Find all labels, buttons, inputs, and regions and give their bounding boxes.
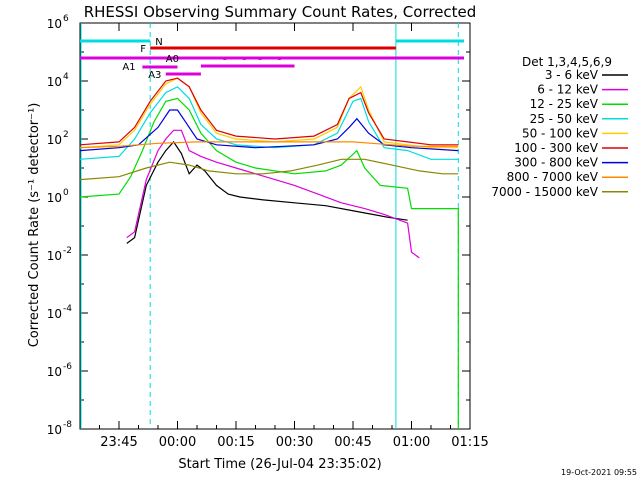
series-line bbox=[126, 140, 408, 244]
flag-label: N bbox=[155, 37, 162, 48]
series-line bbox=[79, 97, 459, 429]
legend-label: 7000 - 15000 keV bbox=[491, 185, 598, 199]
legend-title: Det 1,3,4,5,6,9 bbox=[522, 55, 612, 69]
decimation-dot bbox=[258, 57, 262, 60]
series-line bbox=[79, 77, 459, 146]
y-tick-label: 10 bbox=[47, 191, 62, 205]
legend-label: 100 - 300 keV bbox=[514, 141, 598, 155]
legend-label: 6 - 12 keV bbox=[537, 83, 599, 97]
decimation-dot bbox=[223, 57, 227, 60]
x-tick-label: 23:45 bbox=[100, 435, 137, 450]
x-tick-label: 00:45 bbox=[334, 435, 371, 450]
plot-frame bbox=[79, 22, 471, 430]
x-tick-label: 01:15 bbox=[451, 435, 488, 450]
flag-label: A3 bbox=[148, 70, 161, 81]
flag-label: A1 bbox=[122, 62, 135, 73]
series-line bbox=[79, 109, 459, 152]
x-axis-label: Start Time (26-Jul-04 23:35:02) bbox=[178, 457, 381, 472]
x-tick-label: 00:30 bbox=[276, 435, 313, 450]
y-tick-exponent: -6 bbox=[63, 362, 72, 372]
x-tick-label: 01:00 bbox=[393, 435, 430, 450]
y-tick-label: 10 bbox=[47, 17, 62, 31]
decimation-dot bbox=[277, 57, 281, 60]
series-line bbox=[79, 141, 459, 149]
series-line bbox=[79, 158, 459, 181]
legend-label: 12 - 25 keV bbox=[530, 97, 599, 111]
y-tick-label: 10 bbox=[47, 365, 62, 379]
y-tick-exponent: -2 bbox=[63, 246, 72, 256]
legend-label: 25 - 50 keV bbox=[530, 112, 599, 126]
chart-title: RHESSI Observing Summary Count Rates, Co… bbox=[84, 3, 477, 21]
decimation-dot bbox=[242, 57, 246, 60]
legend-label: 50 - 100 keV bbox=[522, 126, 599, 140]
y-tick-label: 10 bbox=[47, 307, 62, 321]
y-axis-label: Corrected Count Rate (s⁻¹ detector⁻¹) bbox=[27, 103, 42, 348]
legend-label: 3 - 6 keV bbox=[545, 68, 599, 82]
y-tick-exponent: -8 bbox=[63, 420, 72, 430]
flag-label: A0 bbox=[166, 54, 179, 65]
y-tick-exponent: -4 bbox=[63, 304, 72, 314]
y-tick-exponent: 0 bbox=[63, 188, 69, 198]
x-tick-label: 00:15 bbox=[217, 435, 254, 450]
flag-label: F bbox=[140, 44, 146, 55]
y-tick-label: 10 bbox=[47, 423, 62, 437]
x-tick-label: 00:00 bbox=[159, 435, 196, 450]
y-tick-label: 10 bbox=[47, 249, 62, 263]
series-line bbox=[79, 77, 459, 149]
series-line bbox=[126, 129, 420, 259]
legend-label: 300 - 800 keV bbox=[514, 156, 598, 170]
y-tick-exponent: 4 bbox=[63, 72, 69, 82]
legend-label: 800 - 7000 keV bbox=[507, 170, 599, 184]
y-tick-exponent: 2 bbox=[63, 130, 69, 140]
y-tick-exponent: 6 bbox=[63, 14, 69, 24]
footer-date: 19-Oct-2021 09:55 bbox=[561, 468, 637, 477]
y-tick-label: 10 bbox=[47, 133, 62, 147]
y-tick-label: 10 bbox=[47, 75, 62, 89]
